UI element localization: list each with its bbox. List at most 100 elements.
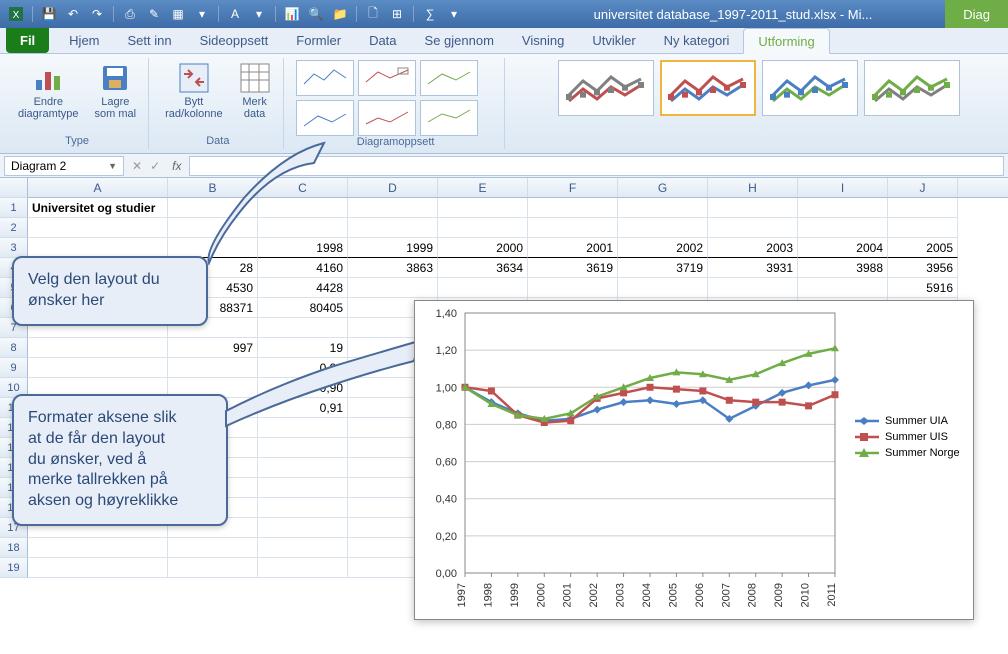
qat-icon[interactable]: ∑ [420, 4, 440, 24]
cell[interactable]: 2005 [888, 238, 958, 258]
change-chart-type-button[interactable]: Endre diagramtype [14, 60, 83, 122]
row-header[interactable]: 18 [0, 538, 28, 558]
cell[interactable] [168, 538, 258, 558]
legend-item[interactable]: Summer Norge [855, 447, 960, 459]
redo-icon[interactable]: ↷ [87, 4, 107, 24]
cell[interactable] [798, 218, 888, 238]
tab-settinn[interactable]: Sett inn [114, 28, 186, 53]
column-header[interactable]: H [708, 178, 798, 197]
column-header[interactable]: G [618, 178, 708, 197]
tab-file[interactable]: Fil [6, 28, 49, 53]
embedded-chart[interactable]: 0,000,200,400,600,801,001,201,4019971998… [414, 300, 974, 620]
row-header[interactable]: 9 [0, 358, 28, 378]
cell[interactable] [438, 218, 528, 238]
cell[interactable] [28, 558, 168, 578]
column-header[interactable]: I [798, 178, 888, 197]
cell[interactable] [348, 278, 438, 298]
layout-thumb[interactable] [296, 60, 354, 96]
qat-icon[interactable]: ⎙ [120, 4, 140, 24]
cell[interactable]: 3956 [888, 258, 958, 278]
chart-style-gallery[interactable] [558, 60, 960, 116]
cell[interactable] [258, 498, 348, 518]
row-header[interactable]: 8 [0, 338, 28, 358]
context-tab[interactable]: Diag [945, 0, 1008, 28]
qat-icon[interactable]: 🔍 [306, 4, 326, 24]
qat-icon[interactable]: ▦ [168, 4, 188, 24]
cell[interactable] [798, 278, 888, 298]
cell[interactable] [28, 358, 168, 378]
cell[interactable] [618, 278, 708, 298]
save-template-button[interactable]: Lagre som mal [91, 60, 141, 122]
cell[interactable]: 2002 [618, 238, 708, 258]
cell[interactable] [258, 538, 348, 558]
cell[interactable] [438, 278, 528, 298]
tab-nykategori[interactable]: Ny kategori [650, 28, 744, 53]
column-header[interactable]: A [28, 178, 168, 197]
tab-utforming[interactable]: Utforming [743, 28, 829, 54]
style-thumb[interactable] [660, 60, 756, 116]
cell[interactable] [258, 318, 348, 338]
qat-icon[interactable]: 🗋 [363, 4, 383, 24]
cell[interactable] [528, 278, 618, 298]
cancel-icon[interactable]: ✕ [132, 159, 142, 173]
cell[interactable] [258, 478, 348, 498]
cell[interactable]: 2001 [528, 238, 618, 258]
save-icon[interactable]: 💾 [39, 4, 59, 24]
cell[interactable]: 3988 [798, 258, 888, 278]
tab-utvikler[interactable]: Utvikler [578, 28, 649, 53]
style-thumb[interactable] [762, 60, 858, 116]
name-box[interactable]: Diagram 2 ▼ [4, 156, 124, 176]
qat-dropdown-icon[interactable]: ▾ [192, 4, 212, 24]
column-header[interactable]: D [348, 178, 438, 197]
qat-icon[interactable]: A [225, 4, 245, 24]
qat-icon[interactable]: ⊞ [387, 4, 407, 24]
excel-icon[interactable]: X [6, 4, 26, 24]
cell[interactable] [528, 198, 618, 218]
legend-item[interactable]: Summer UIS [855, 431, 960, 443]
layout-thumb[interactable] [358, 60, 416, 96]
cell[interactable] [168, 558, 258, 578]
cell[interactable]: 80405 [258, 298, 348, 318]
tab-sideoppsett[interactable]: Sideoppsett [186, 28, 283, 53]
layout-thumb[interactable] [420, 60, 478, 96]
chart-legend[interactable]: Summer UIA Summer UIS Summer Norge [855, 411, 960, 463]
cell[interactable] [888, 218, 958, 238]
cell[interactable] [888, 198, 958, 218]
cell[interactable] [708, 198, 798, 218]
row-header[interactable]: 3 [0, 238, 28, 258]
switch-row-col-button[interactable]: Bytt rad/kolonne [161, 60, 227, 122]
qat-icon[interactable]: 📁 [330, 4, 350, 24]
cell[interactable]: 3619 [528, 258, 618, 278]
column-header[interactable]: F [528, 178, 618, 197]
cell[interactable] [28, 218, 168, 238]
cell[interactable]: 5916 [888, 278, 958, 298]
cell[interactable] [258, 558, 348, 578]
cell[interactable] [708, 278, 798, 298]
cell[interactable] [708, 218, 798, 238]
cell[interactable] [528, 218, 618, 238]
cell[interactable]: Universitet og studier [28, 198, 168, 218]
cell[interactable] [618, 218, 708, 238]
enter-icon[interactable]: ✓ [150, 159, 160, 173]
cell[interactable]: 3863 [348, 258, 438, 278]
select-data-button[interactable]: Merk data [235, 60, 275, 122]
cell[interactable]: 3719 [618, 258, 708, 278]
row-header[interactable]: 1 [0, 198, 28, 218]
select-all-corner[interactable] [0, 178, 28, 198]
cell[interactable] [348, 198, 438, 218]
layout-thumb[interactable] [296, 100, 354, 136]
cell[interactable]: 2004 [798, 238, 888, 258]
style-thumb[interactable] [864, 60, 960, 116]
cell[interactable] [438, 198, 528, 218]
cell[interactable] [28, 238, 168, 258]
cell[interactable] [618, 198, 708, 218]
cell[interactable]: 3931 [708, 258, 798, 278]
chart-layout-gallery[interactable] [296, 60, 496, 136]
qat-icon[interactable]: 📊 [282, 4, 302, 24]
cell[interactable]: 997 [168, 338, 258, 358]
legend-item[interactable]: Summer UIA [855, 415, 960, 427]
tab-visning[interactable]: Visning [508, 28, 578, 53]
layout-thumb[interactable] [358, 100, 416, 136]
row-header[interactable]: 2 [0, 218, 28, 238]
tab-segjennom[interactable]: Se gjennom [411, 28, 508, 53]
